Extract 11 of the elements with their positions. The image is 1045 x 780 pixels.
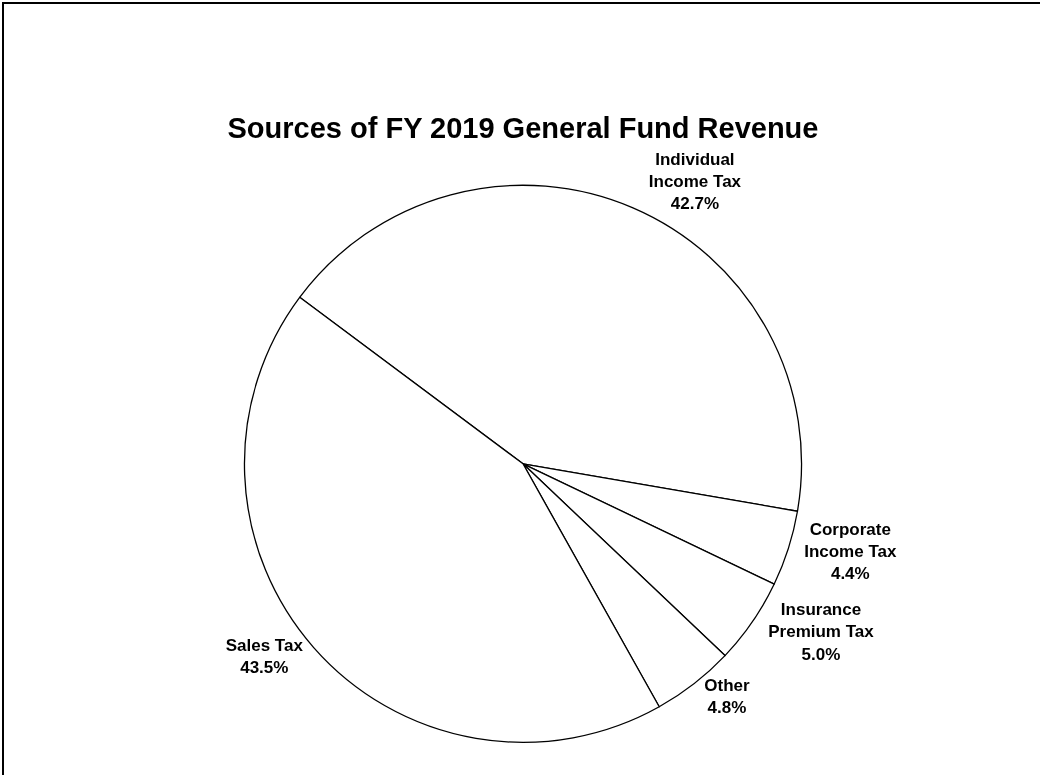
slice-label: Individual Income Tax xyxy=(648,149,742,191)
slice-label: Sales Tax xyxy=(225,635,304,655)
slice-label: Corporate Income Tax xyxy=(804,519,897,561)
slice-label: Insurance Premium Tax xyxy=(768,600,875,642)
data-label: 42.7% xyxy=(670,193,720,213)
data-label: 5.0% xyxy=(801,644,841,664)
data-label: 4.8% xyxy=(707,698,747,717)
data-label: 43.5% xyxy=(240,658,289,678)
chart-title: Sources of FY 2019 General Fund Revenue xyxy=(227,111,819,144)
data-label: 4.4% xyxy=(830,563,870,583)
slice-label: Other xyxy=(704,675,751,695)
